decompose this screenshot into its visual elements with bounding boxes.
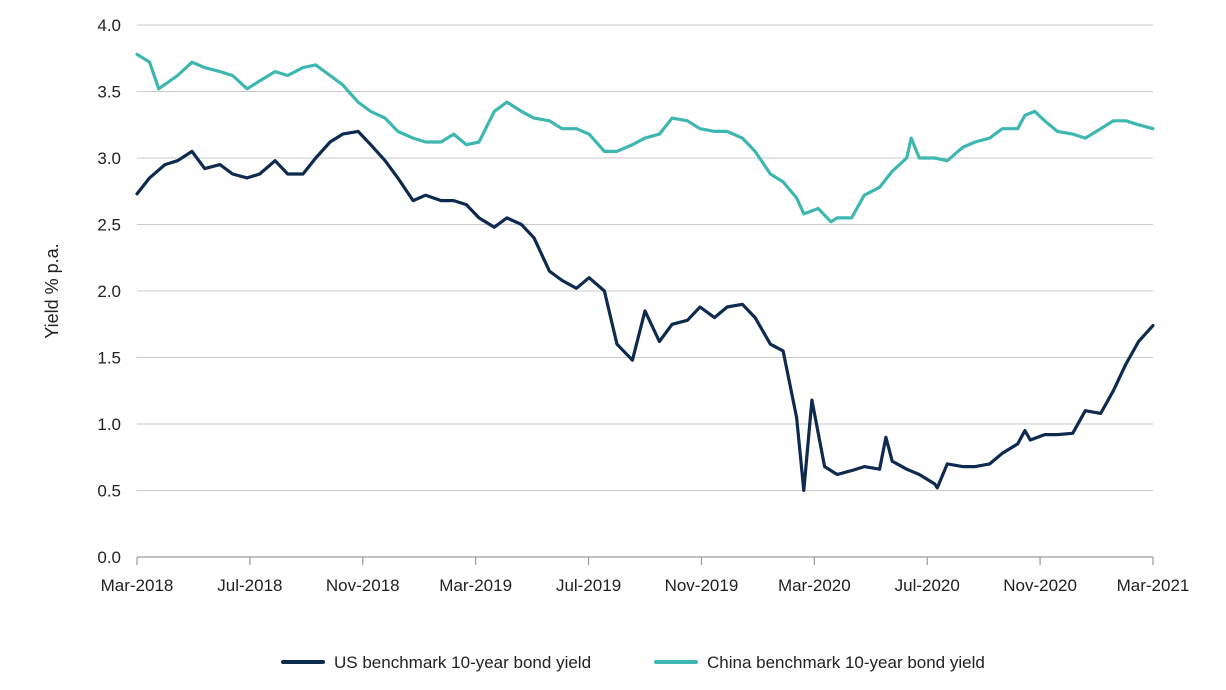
y-tick-label: 1.5 — [97, 349, 121, 368]
china-yield-line — [135, 52, 1155, 224]
series-lines — [135, 52, 1155, 493]
x-tick-label: Jul-2018 — [217, 576, 282, 595]
x-tick-labels: Mar-2018 Jul-2018 Nov-2018 Mar-2019 Jul-2019… — [101, 576, 1190, 595]
legend-label-us: US benchmark 10-year bond yield — [334, 653, 591, 672]
legend-label-china: China benchmark 10-year bond yield — [707, 653, 985, 672]
y-tick-label: 1.0 — [97, 415, 121, 434]
y-tick-label: 4.0 — [97, 16, 121, 35]
y-axis-title: Yield % p.a. — [42, 243, 62, 338]
x-axis — [136, 556, 1154, 565]
x-tick-label: Mar-2018 — [101, 576, 174, 595]
x-tick-label: Mar-2021 — [1117, 576, 1190, 595]
y-tick-label: 3.0 — [97, 149, 121, 168]
x-tick-label: Jul-2020 — [895, 576, 960, 595]
x-tick-label: Mar-2020 — [778, 576, 851, 595]
x-tick-label: Mar-2019 — [439, 576, 512, 595]
y-tick-label: 2.5 — [97, 216, 121, 235]
x-tick-label: Nov-2020 — [1003, 576, 1077, 595]
x-tick-label: Nov-2019 — [665, 576, 739, 595]
y-tick-label: 2.0 — [97, 282, 121, 301]
us-yield-line — [135, 129, 1155, 493]
x-tick-label: Nov-2018 — [326, 576, 400, 595]
y-tick-label: 0.0 — [97, 548, 121, 567]
y-tick-label: 0.5 — [97, 482, 121, 501]
y-tick-labels: 0.0 0.5 1.0 1.5 2.0 2.5 3.0 3.5 4.0 — [97, 16, 121, 567]
x-tick-label: Jul-2019 — [556, 576, 621, 595]
gridlines — [137, 24, 1153, 491]
legend: US benchmark 10-year bond yield China be… — [281, 653, 985, 672]
y-tick-label: 3.5 — [97, 83, 121, 102]
